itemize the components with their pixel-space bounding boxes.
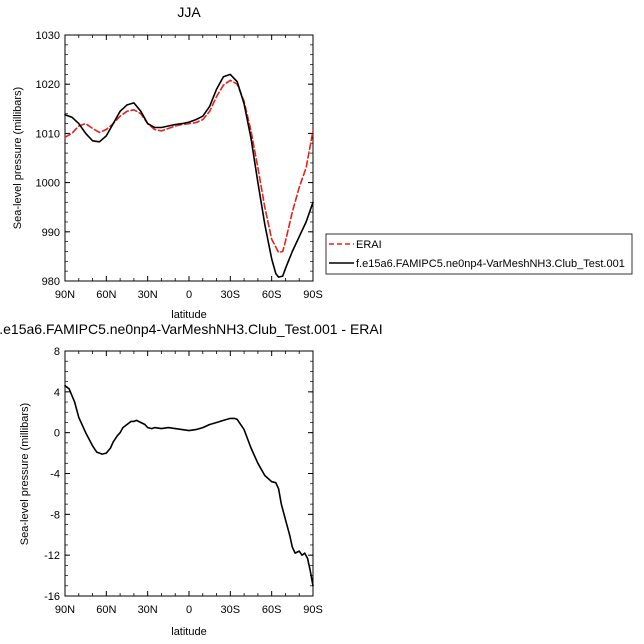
- legend-erai-label: ERAI: [356, 239, 382, 251]
- top-y-tick-label: 1000: [36, 178, 60, 190]
- bottom-plot-lines: [64, 384, 314, 587]
- bot-y-tick-label: 0: [54, 428, 60, 440]
- bot-x-tick-label: 90N: [55, 604, 75, 616]
- top-x-tick-label: 90S: [303, 289, 323, 301]
- top-chart-title: JJA: [177, 4, 201, 20]
- bottom-panel: f.e15a6.FAMIPC5.ne0np4-VarMeshNH3.Club_T…: [0, 321, 383, 638]
- top-y-tick-label: 1010: [36, 128, 60, 140]
- legend-model-label: f.e15a6.FAMIPC5.ne0np4-VarMeshNH3.Club_T…: [356, 258, 625, 270]
- top-x-tick-label: 0: [186, 289, 192, 301]
- top-plot-lines: [64, 73, 314, 278]
- top-x-axis-label: latitude: [171, 309, 206, 321]
- bottom-x-axis: 90N 60N 30N 0 30S 60S 90S: [55, 351, 323, 616]
- top-y-tick-label: 990: [42, 227, 60, 239]
- top-y-tick-label: 980: [42, 276, 60, 288]
- bot-x-tick-label: 60S: [262, 604, 282, 616]
- bot-y-tick-label: 8: [54, 346, 60, 358]
- top-series-line-model: [64, 73, 314, 278]
- bot-x-tick-label: 60N: [96, 604, 116, 616]
- bot-x-tick-label: 30N: [138, 604, 158, 616]
- bottom-chart-title: f.e15a6.FAMIPC5.ne0np4-VarMeshNH3.Club_T…: [0, 321, 383, 337]
- bottom-x-axis-label: latitude: [171, 626, 206, 638]
- bot-y-tick-label: -8: [50, 509, 60, 521]
- bot-y-tick-label: -12: [44, 550, 60, 562]
- bot-y-tick-label: -4: [50, 469, 60, 481]
- top-series-line-erai: [64, 79, 314, 254]
- top-x-tick-label: 60S: [262, 289, 282, 301]
- top-y-tick-label: 1020: [36, 79, 60, 91]
- bot-x-tick-label: 0: [186, 604, 192, 616]
- bot-series-line-difference: [64, 384, 314, 587]
- top-x-tick-label: 90N: [55, 289, 75, 301]
- top-panel: JJA 90N 60N 30N 0 30S 60S 90S 980 990 1000 1010 10…: [12, 4, 323, 321]
- bottom-plot-frame: [64, 350, 314, 597]
- bottom-y-axis: -16 -12 -8 -4 0 4 8: [44, 346, 313, 603]
- top-x-tick-label: 30S: [221, 289, 241, 301]
- top-y-tick-label: 1030: [36, 30, 60, 42]
- top-x-axis: 90N 60N 30N 0 30S 60S 90S: [55, 35, 323, 301]
- legend-box: [325, 233, 633, 275]
- bottom-y-axis-label: Sea-level pressure (millibars): [19, 403, 31, 545]
- legend: ERAI f.e15a6.FAMIPC5.ne0np4-VarMeshNH3.C…: [325, 233, 633, 275]
- bot-x-tick-label: 30S: [221, 604, 241, 616]
- bot-y-tick-label: 4: [54, 387, 60, 399]
- top-y-axis-label: Sea-level pressure (millibars): [12, 87, 24, 229]
- bot-y-tick-label: -16: [44, 591, 60, 603]
- top-x-tick-label: 30N: [138, 289, 158, 301]
- top-plot-frame: [64, 34, 314, 282]
- bot-x-tick-label: 90S: [303, 604, 323, 616]
- top-x-tick-label: 60N: [96, 289, 116, 301]
- top-y-axis: 980 990 1000 1010 1020 1030: [36, 30, 313, 288]
